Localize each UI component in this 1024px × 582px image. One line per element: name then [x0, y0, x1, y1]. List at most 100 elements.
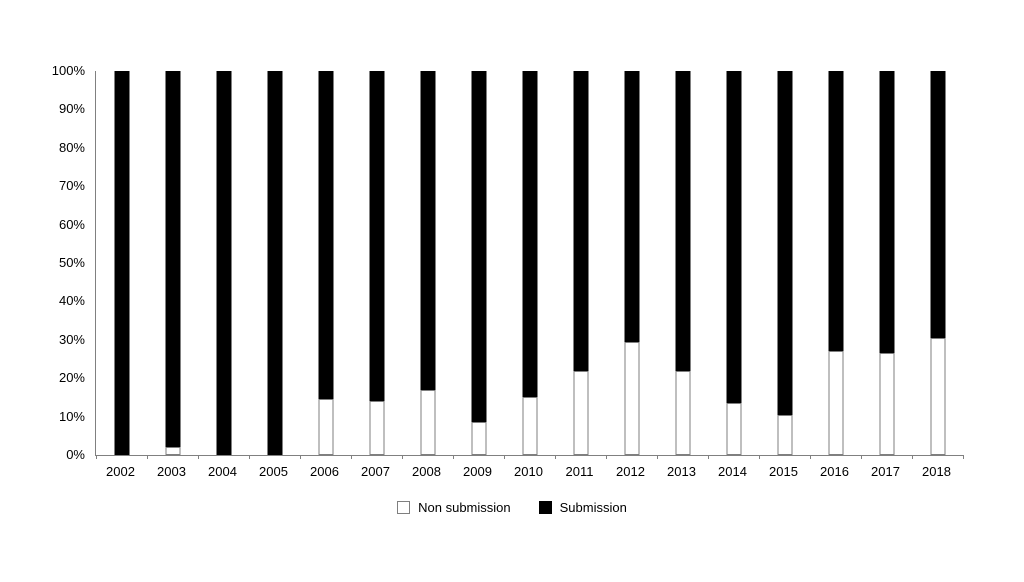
- x-axis-tick: [147, 455, 148, 459]
- bar-segment-submission: [573, 71, 588, 371]
- bar-segment-submission: [624, 71, 639, 342]
- x-axis-tick: [300, 455, 301, 459]
- y-tick-label: 70%: [58, 178, 85, 194]
- bar-slot-2006: [300, 71, 351, 455]
- y-tick-label: 10%: [58, 408, 85, 424]
- bar-slot-2016: [810, 71, 861, 455]
- bar-slot-2017: [861, 71, 912, 455]
- x-axis-tick: [606, 455, 607, 459]
- y-tick-label: 100%: [51, 63, 85, 78]
- legend-item-non-submission: Non submission: [397, 500, 511, 515]
- bar-2010: [522, 71, 537, 455]
- x-tick-label: 2012: [616, 464, 645, 479]
- bar-slot-2007: [351, 71, 402, 455]
- bar-2006: [318, 71, 333, 455]
- x-axis-tick: [249, 455, 250, 459]
- x-axis-tick: [708, 455, 709, 459]
- x-axis-tick: [402, 455, 403, 459]
- bar-slot-2005: [249, 71, 300, 455]
- bar-slot-2004: [198, 71, 249, 455]
- bar-segment-non-submission: [318, 399, 333, 455]
- bar-slot-2009: [453, 71, 504, 455]
- bar-segment-non-submission: [522, 397, 537, 455]
- bar-2009: [471, 71, 486, 455]
- y-tick-label: 0%: [66, 447, 85, 462]
- bar-slot-2013: [657, 71, 708, 455]
- bar-segment-non-submission: [930, 337, 945, 455]
- bar-segment-submission: [471, 71, 486, 423]
- x-axis-tick: [657, 455, 658, 459]
- bar-slot-2002: [96, 71, 147, 455]
- bar-segment-non-submission: [573, 370, 588, 455]
- x-tick-label: 2007: [361, 464, 390, 479]
- x-tick-label: 2003: [157, 464, 186, 479]
- y-tick-label: 90%: [58, 101, 85, 117]
- bar-segment-non-submission: [828, 351, 843, 455]
- bar-segment-submission: [726, 71, 741, 404]
- legend-swatch-non-submission: [397, 501, 411, 514]
- bar-2005: [267, 71, 282, 455]
- x-tick-label: 2008: [412, 464, 441, 479]
- bar-2017: [879, 71, 894, 455]
- legend-item-submission: Submission: [538, 500, 627, 515]
- x-tick-label: 2009: [463, 464, 492, 479]
- bar-segment-submission: [675, 71, 690, 371]
- legend-swatch-submission: [538, 501, 552, 514]
- x-axis-tick: [453, 455, 454, 459]
- x-tick-label: 2014: [718, 464, 747, 479]
- x-tick-label: 2010: [514, 464, 543, 479]
- bar-2004: [216, 71, 231, 455]
- x-tick-label: 2016: [820, 464, 849, 479]
- bar-slot-2003: [147, 71, 198, 455]
- x-axis-tick: [351, 455, 352, 459]
- x-axis-tick: [861, 455, 862, 459]
- bar-2016: [828, 71, 843, 455]
- x-tick-label: 2002: [106, 464, 135, 479]
- bar-2008: [420, 71, 435, 455]
- bar-segment-submission: [267, 71, 282, 455]
- bar-segment-submission: [318, 71, 333, 400]
- x-tick-label: 2006: [310, 464, 339, 479]
- bar-segment-submission: [114, 71, 129, 455]
- bar-2003: [165, 71, 180, 455]
- plot-area: [95, 71, 964, 459]
- bar-slot-2012: [606, 71, 657, 455]
- x-tick-label: 2013: [667, 464, 696, 479]
- y-tick-label: 40%: [58, 293, 85, 309]
- bar-segment-submission: [165, 71, 180, 448]
- bar-segment-non-submission: [777, 414, 792, 455]
- bar-2018: [930, 71, 945, 455]
- x-tick-label: 2015: [769, 464, 798, 479]
- bar-segment-submission: [522, 71, 537, 398]
- bar-slot-2008: [402, 71, 453, 455]
- x-axis-tick: [198, 455, 199, 459]
- bar-2007: [369, 71, 384, 455]
- bar-segment-non-submission: [675, 370, 690, 455]
- bar-segment-submission: [777, 71, 792, 415]
- y-tick-label: 50%: [58, 255, 85, 270]
- bar-segment-non-submission: [420, 389, 435, 455]
- y-axis-tick-labels: 0% 10% 20% 30% 40% 50% 60% 70% 80% 90% 100%: [0, 63, 85, 462]
- bar-slot-2018: [912, 71, 963, 455]
- bar-segment-non-submission: [879, 353, 894, 455]
- bar-slot-2011: [555, 71, 606, 455]
- bar-segment-submission: [930, 71, 945, 338]
- x-axis-tick: [759, 455, 760, 459]
- y-tick-label: 60%: [58, 216, 85, 232]
- bar-2014: [726, 71, 741, 455]
- legend-label: Submission: [559, 500, 627, 515]
- bar-segment-submission: [828, 71, 843, 352]
- bar-2013: [675, 71, 690, 455]
- bar-segment-submission: [369, 71, 384, 402]
- bar-2015: [777, 71, 792, 455]
- bar-2012: [624, 71, 639, 455]
- y-tick-label: 30%: [58, 331, 85, 347]
- bar-segment-non-submission: [165, 447, 180, 455]
- bar-2011: [573, 71, 588, 455]
- bar-2002: [114, 71, 129, 455]
- x-tick-label: 2004: [208, 464, 237, 479]
- bar-segment-non-submission: [624, 341, 639, 455]
- x-tick-label: 2018: [922, 464, 951, 479]
- x-axis-tick: [555, 455, 556, 459]
